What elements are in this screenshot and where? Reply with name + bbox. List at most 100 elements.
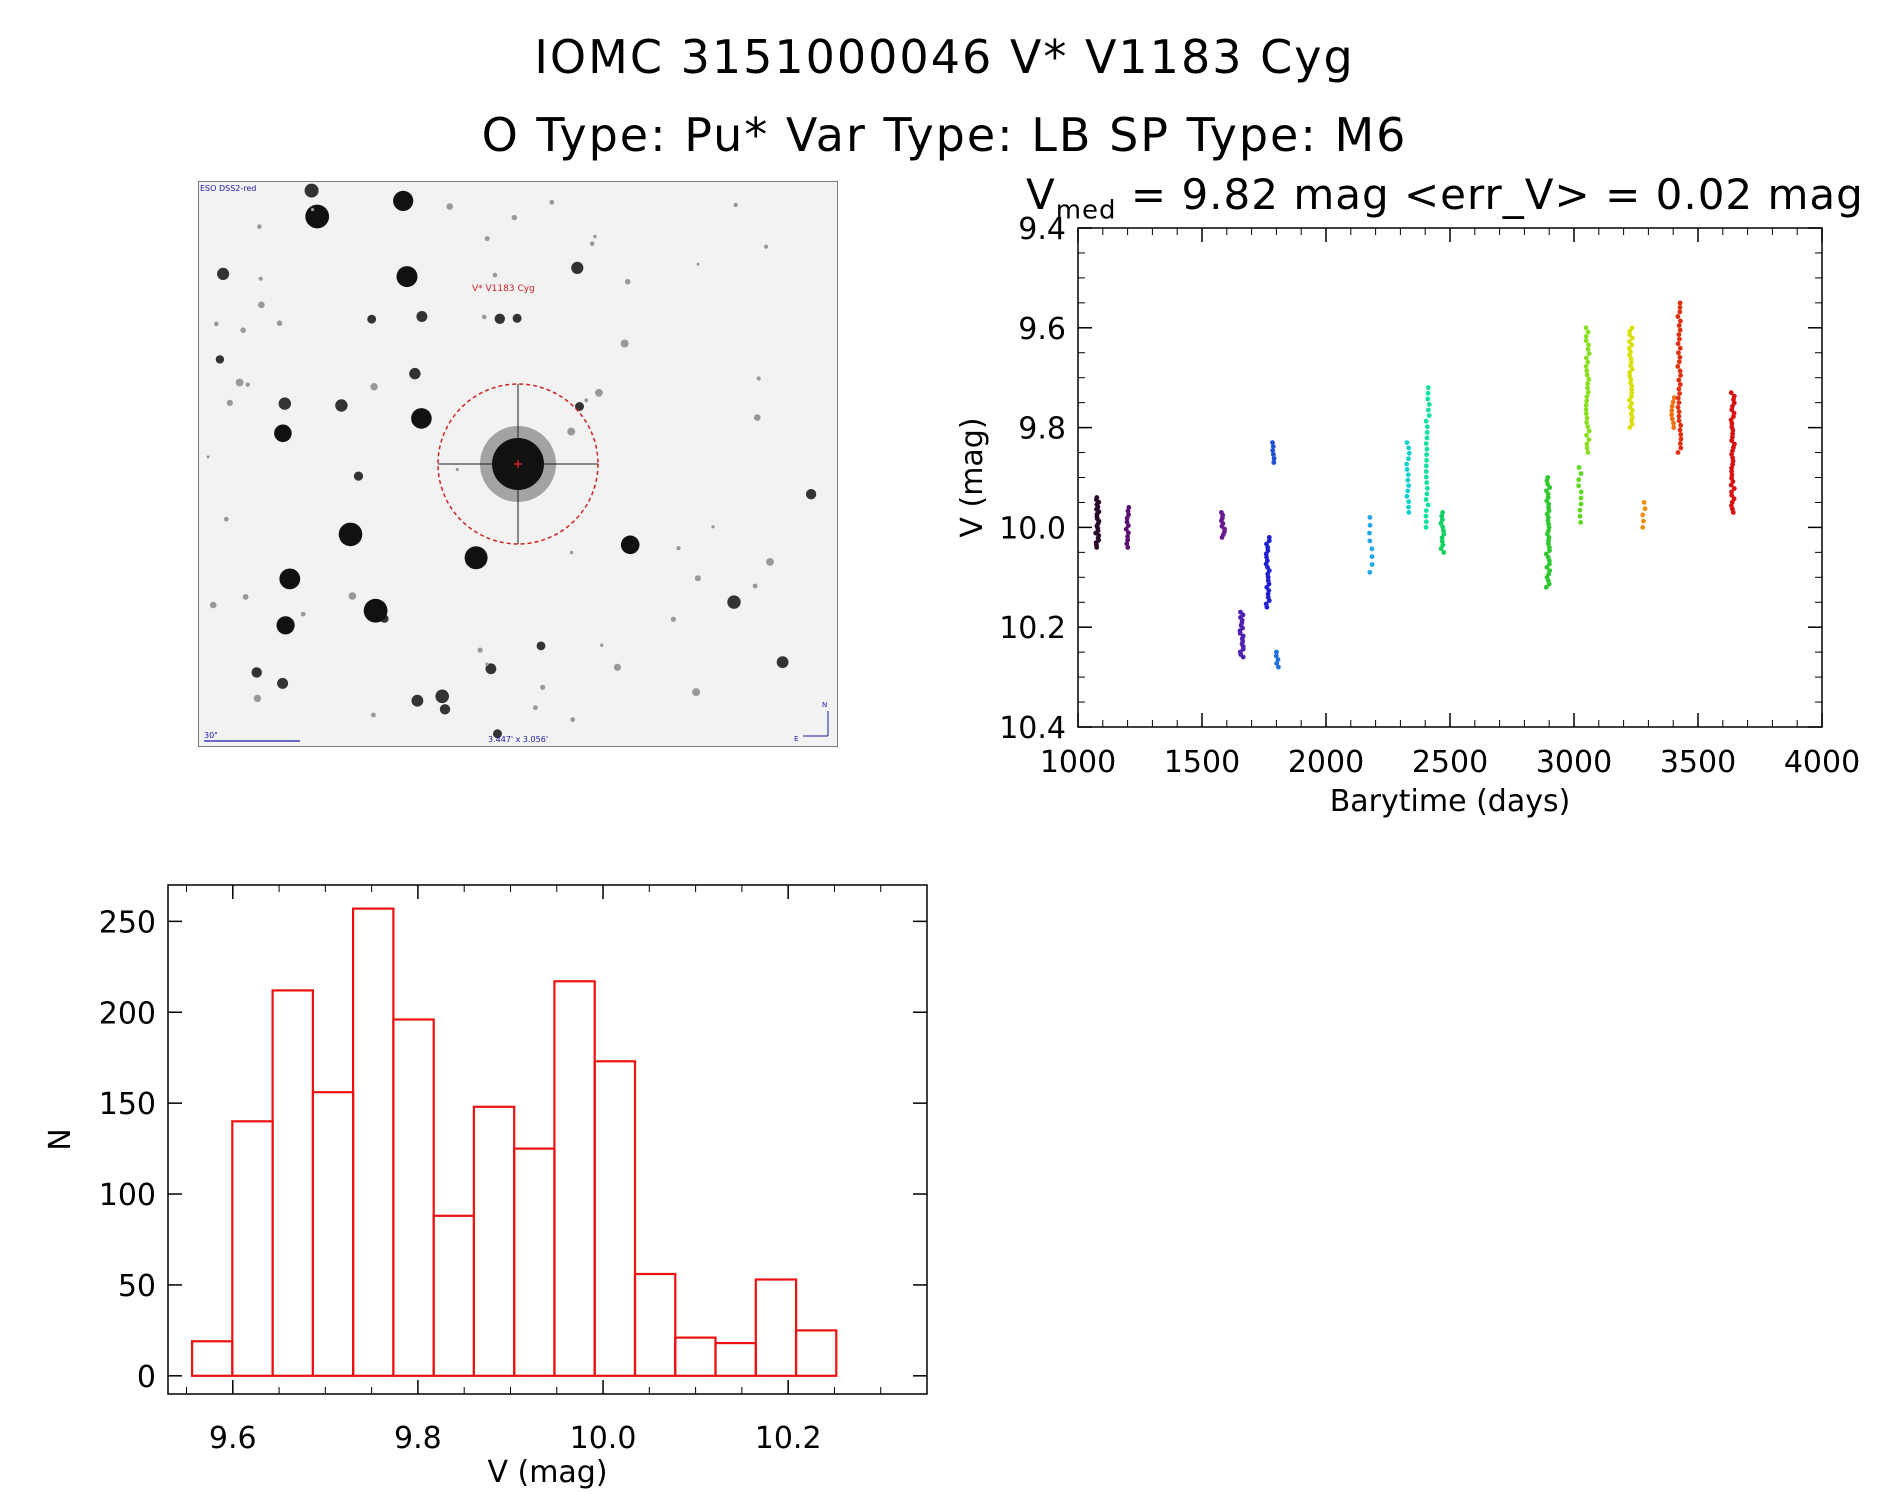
data-point	[1677, 368, 1683, 374]
x-tick-label: 3000	[1536, 745, 1612, 780]
histogram-frame	[167, 884, 928, 1395]
data-point	[1640, 512, 1646, 518]
data-point	[1677, 441, 1683, 446]
data-point	[1367, 522, 1373, 528]
data-point	[1369, 562, 1375, 567]
data-point	[1265, 574, 1271, 580]
data-point	[1584, 372, 1590, 378]
data-point	[1425, 502, 1431, 508]
star	[570, 717, 576, 722]
data-point	[1628, 377, 1634, 382]
star	[215, 355, 225, 364]
data-point	[1094, 545, 1100, 550]
vmed-value: = 9.82 mag <err_V> = 0.02 mag	[1116, 170, 1864, 219]
star	[485, 663, 497, 675]
data-point	[1584, 398, 1590, 404]
data-point	[1676, 386, 1682, 392]
data-point	[1677, 305, 1683, 310]
star	[206, 455, 210, 459]
data-point	[1629, 394, 1634, 399]
vmed-prefix: V	[1026, 170, 1056, 219]
y-tick-label: 9.6	[1018, 312, 1066, 347]
star	[235, 378, 244, 387]
data-point	[1367, 538, 1373, 544]
star	[477, 647, 483, 653]
y-tick-label: 150	[99, 1087, 156, 1122]
data-point	[1583, 364, 1589, 369]
star	[533, 705, 538, 711]
data-point	[1677, 309, 1683, 315]
star	[258, 276, 263, 281]
data-point	[1670, 399, 1676, 405]
star	[727, 595, 741, 609]
data-point	[1729, 492, 1735, 498]
y-tick-label: 0	[137, 1360, 156, 1395]
star	[464, 546, 488, 570]
y-tick-label: 10.4	[999, 711, 1066, 746]
x-axis-label: V (mag)	[487, 1455, 607, 1490]
star	[209, 601, 217, 609]
histogram-bar	[754, 1278, 798, 1377]
data-point	[1677, 336, 1682, 342]
star	[226, 399, 233, 406]
data-point	[1423, 508, 1429, 513]
star	[300, 611, 306, 617]
star	[338, 522, 363, 547]
star	[411, 408, 432, 429]
data-point	[1126, 512, 1131, 518]
data-point	[1367, 530, 1372, 536]
data-point	[1543, 584, 1549, 590]
data-point	[1423, 497, 1429, 502]
data-point	[1270, 440, 1275, 445]
histogram-bar	[271, 989, 315, 1377]
data-point	[1439, 513, 1445, 519]
data-point	[1630, 335, 1635, 341]
data-point	[1406, 504, 1411, 510]
data-point	[1264, 604, 1270, 610]
data-point	[1675, 364, 1681, 369]
data-point	[1424, 480, 1430, 486]
star	[752, 583, 758, 589]
data-point	[1641, 500, 1647, 505]
data-point	[1669, 416, 1675, 422]
data-point	[1585, 329, 1591, 335]
target-marker	[437, 383, 599, 545]
data-point	[1266, 598, 1272, 603]
data-point	[1547, 558, 1552, 564]
data-point	[1425, 485, 1430, 491]
data-point	[1126, 523, 1131, 528]
data-point	[1585, 385, 1590, 391]
data-point	[1586, 351, 1592, 356]
data-point	[1124, 541, 1130, 547]
star	[245, 382, 250, 387]
data-point	[1677, 354, 1683, 360]
data-point	[1424, 457, 1429, 463]
star	[484, 236, 490, 242]
star	[409, 367, 421, 380]
data-point	[1731, 486, 1737, 491]
star	[805, 489, 817, 500]
data-point	[1676, 350, 1681, 356]
data-point	[1578, 471, 1584, 476]
star	[492, 272, 498, 278]
histogram-bar	[191, 1340, 234, 1377]
data-point	[1369, 546, 1375, 552]
star	[620, 535, 640, 555]
data-point	[1583, 407, 1589, 412]
data-point	[1585, 424, 1591, 430]
data-point	[1678, 432, 1684, 437]
data-point	[1423, 441, 1429, 446]
data-point	[1676, 409, 1682, 415]
data-point	[1424, 430, 1430, 435]
x-tick-label: 1000	[1040, 745, 1116, 780]
histogram-bar	[513, 1147, 556, 1377]
data-point	[1671, 395, 1677, 401]
data-point	[1544, 564, 1550, 570]
data-point	[1424, 424, 1430, 430]
data-point	[1627, 397, 1632, 403]
histogram-bar	[472, 1105, 516, 1377]
data-point	[1584, 432, 1589, 438]
data-point	[1126, 505, 1132, 510]
data-point	[1547, 548, 1552, 554]
data-point	[1669, 412, 1675, 418]
